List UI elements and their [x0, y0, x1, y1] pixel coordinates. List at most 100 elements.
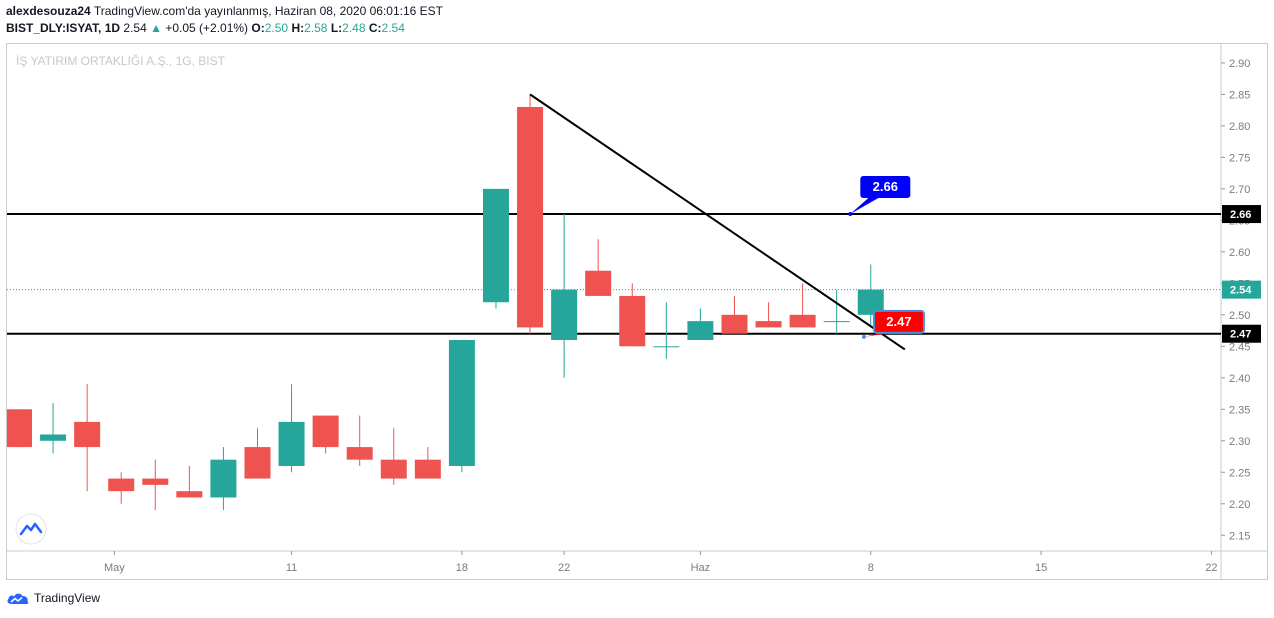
candle: [789, 283, 816, 328]
candle: [551, 214, 578, 378]
candle-body: [789, 314, 816, 328]
candle-body: [380, 459, 407, 479]
chart-frame: [6, 43, 1268, 580]
chart-watermark: İŞ YATIRIM ORTAKLIĞI A.Ş., 1G, BIST: [16, 53, 226, 68]
candle-body: [619, 295, 646, 347]
x-tick-label: 18: [456, 562, 468, 574]
y-tick-label: 2.20: [1229, 499, 1250, 511]
change-arrow-icon: ▲: [150, 21, 162, 35]
level-price-tag-label: 2.47: [1230, 329, 1251, 341]
callout-anchor: [848, 212, 853, 217]
symbol-label: BIST_DLY:ISYAT, 1D: [6, 21, 121, 35]
candle-body: [585, 270, 612, 296]
low-value: 2.48: [342, 21, 366, 35]
candle-body: [448, 340, 475, 466]
candle-body: [721, 314, 748, 334]
x-tick-label: 22: [1205, 562, 1217, 574]
candle: [176, 465, 203, 498]
candle-body: [517, 106, 544, 328]
candle: [585, 239, 612, 296]
candle: [414, 447, 441, 479]
level-price-tag: [1222, 205, 1261, 224]
open-value: 2.50: [264, 21, 289, 35]
candle-body: [278, 421, 305, 466]
candle: [108, 472, 135, 504]
y-tick-label: 2.60: [1229, 247, 1250, 259]
candle: [380, 428, 407, 485]
grid-lines: [7, 44, 1267, 579]
close-key: C:: [368, 21, 382, 35]
x-tick-label: 22: [558, 562, 570, 574]
candle: [312, 415, 339, 454]
last-price-tag: [1222, 280, 1261, 299]
candle: [244, 428, 271, 479]
candle-body: [823, 321, 850, 323]
x-tick-label: 15: [1035, 562, 1047, 574]
candle: [687, 308, 714, 341]
candle: [823, 289, 850, 334]
candle: [210, 447, 237, 511]
publish-info: alexdesouza24 TradingView.com'da yayınla…: [6, 4, 443, 18]
candle: [7, 409, 32, 448]
published-text: TradingView.com'da yayınlanmış, Haziran …: [93, 4, 443, 18]
candle: [346, 415, 373, 466]
candle-body: [210, 459, 237, 498]
author-name[interactable]: alexdesouza24: [6, 4, 91, 18]
candle: [721, 295, 748, 334]
x-tick-label: 11: [286, 562, 297, 574]
y-tick-label: 2.75: [1229, 152, 1250, 164]
y-tick-label: 2.70: [1229, 184, 1250, 196]
candle-body: [653, 346, 680, 348]
level-price-tag-label: 2.66: [1230, 209, 1251, 221]
candle-body: [551, 289, 578, 341]
last-price-tag-label: 2.54: [1230, 285, 1252, 297]
candle-body: [244, 447, 271, 479]
y-tick-label: 2.40: [1229, 373, 1250, 385]
tradingview-chart-logo[interactable]: [15, 513, 47, 545]
close-value: 2.54: [381, 21, 405, 35]
candle-body: [40, 434, 67, 441]
y-tick-label: 2.30: [1229, 436, 1250, 448]
candle: [755, 302, 782, 328]
y-tick-label: 2.50: [1229, 310, 1250, 322]
callout-anchor: [861, 334, 866, 339]
candle: [653, 302, 680, 359]
candle-body: [414, 459, 441, 479]
candle-body: [755, 321, 782, 328]
high-key: H:: [291, 21, 305, 35]
symbol-legend: BIST_DLY:ISYAT, 1D 2.54 ▲ +0.05 (+2.01%)…: [6, 21, 405, 35]
candle: [448, 340, 475, 473]
callout-box: [860, 176, 911, 199]
price-change: +0.05 (+2.01%): [165, 21, 249, 35]
y-axis: 2.152.202.252.302.352.402.452.502.552.60…: [1221, 58, 1250, 542]
x-tick-label: Haz: [691, 562, 711, 574]
open-key: O:: [251, 21, 265, 35]
y-tick-label: 2.80: [1229, 121, 1250, 133]
candle: [74, 384, 101, 492]
callout-label: 2.66: [873, 179, 898, 194]
drawings: 2.66 2.47: [529, 93, 925, 351]
candle-body: [142, 478, 169, 485]
x-axis: May 11 18 22 Haz 8 15 22: [104, 551, 1218, 574]
y-tick-label: 2.15: [1229, 530, 1250, 542]
callout-label: 2.47: [886, 314, 911, 329]
candle: [142, 459, 169, 511]
horizontal-levels: 2.54 2.66 2.47: [7, 205, 1261, 343]
candle-body: [482, 188, 509, 303]
y-tick-label: 2.90: [1229, 58, 1250, 70]
x-tick-label: May: [104, 562, 125, 574]
candle: [482, 188, 509, 309]
candle-body: [74, 421, 101, 448]
price-callout: 2.66: [848, 176, 911, 217]
candle-body: [312, 415, 339, 448]
y-tick-label: 2.25: [1229, 467, 1250, 479]
tradingview-cloud-icon: [7, 593, 29, 604]
candle-body: [7, 409, 32, 448]
brand-label: TradingView: [34, 591, 101, 605]
candle-body: [687, 321, 714, 341]
y-tick-label: 2.45: [1229, 341, 1250, 353]
y-tick-label: 2.85: [1229, 89, 1250, 101]
footer-brand[interactable]: TradingView: [6, 591, 100, 605]
candle-body: [346, 447, 373, 460]
